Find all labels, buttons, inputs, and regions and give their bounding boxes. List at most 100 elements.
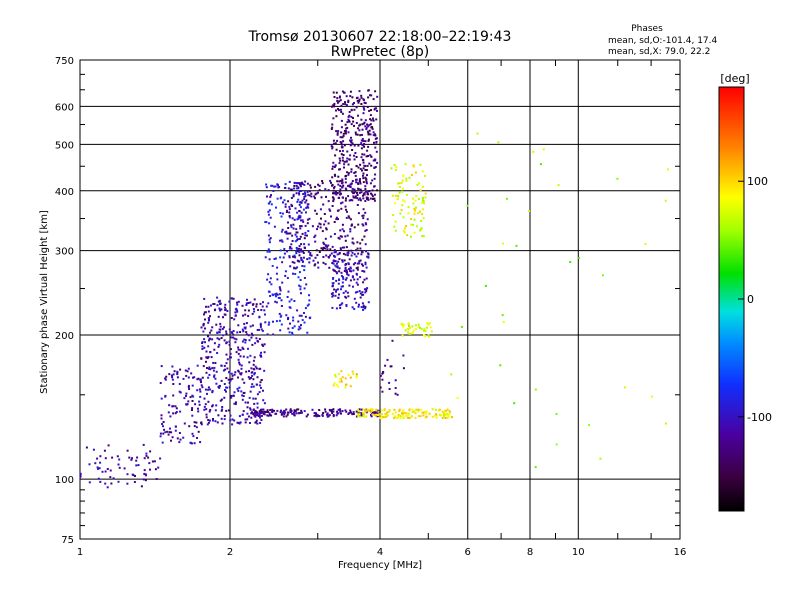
data-point bbox=[331, 196, 334, 199]
data-point bbox=[293, 266, 296, 269]
data-point bbox=[249, 354, 252, 357]
data-point bbox=[424, 335, 427, 337]
data-point bbox=[159, 432, 162, 435]
data-point bbox=[269, 237, 272, 240]
data-point bbox=[422, 235, 425, 238]
data-point bbox=[296, 266, 299, 269]
data-point bbox=[215, 382, 218, 385]
data-point bbox=[170, 439, 172, 442]
data-point bbox=[369, 123, 372, 126]
data-point bbox=[425, 412, 428, 415]
data-point bbox=[272, 190, 275, 192]
data-point bbox=[381, 415, 383, 418]
data-point bbox=[253, 310, 256, 313]
data-point bbox=[419, 189, 422, 192]
data-point bbox=[263, 309, 266, 312]
data-point bbox=[214, 377, 217, 380]
data-point bbox=[344, 295, 347, 298]
data-point bbox=[427, 323, 430, 326]
data-point bbox=[314, 197, 316, 200]
data-point bbox=[366, 130, 369, 133]
data-point bbox=[338, 100, 341, 103]
data-point bbox=[188, 388, 191, 390]
data-point bbox=[200, 423, 203, 426]
data-point bbox=[360, 96, 363, 99]
data-point bbox=[294, 410, 297, 413]
data-point bbox=[407, 322, 410, 325]
data-point bbox=[363, 307, 366, 310]
x-tick-label: 6 bbox=[465, 547, 471, 558]
data-point bbox=[413, 410, 416, 413]
data-point bbox=[178, 390, 181, 393]
data-point bbox=[362, 306, 365, 309]
data-point bbox=[362, 161, 365, 164]
data-point bbox=[403, 200, 406, 203]
data-point bbox=[336, 262, 338, 265]
data-point bbox=[199, 441, 202, 444]
data-point bbox=[222, 316, 224, 319]
data-point bbox=[249, 408, 252, 411]
data-point bbox=[343, 160, 346, 163]
data-point bbox=[317, 225, 319, 228]
data-point bbox=[322, 412, 325, 414]
data-point bbox=[340, 370, 343, 373]
data-point bbox=[247, 415, 250, 418]
data-point bbox=[359, 178, 361, 181]
data-point bbox=[280, 409, 282, 412]
data-point bbox=[348, 268, 351, 270]
data-point bbox=[355, 415, 358, 418]
data-point bbox=[344, 377, 347, 380]
data-point bbox=[267, 213, 270, 216]
data-point bbox=[236, 387, 239, 390]
data-point bbox=[196, 364, 199, 367]
data-point bbox=[234, 403, 237, 406]
data-point bbox=[308, 217, 311, 220]
data-point bbox=[374, 134, 377, 137]
data-point bbox=[230, 356, 232, 359]
data-point bbox=[220, 379, 223, 382]
data-point bbox=[448, 410, 451, 413]
data-point bbox=[275, 320, 278, 323]
data-point bbox=[276, 409, 279, 412]
data-point bbox=[341, 90, 344, 93]
data-point bbox=[203, 346, 206, 349]
data-point bbox=[237, 422, 240, 424]
data-point bbox=[348, 114, 351, 117]
data-point bbox=[332, 408, 335, 411]
data-point bbox=[402, 174, 405, 177]
data-point bbox=[375, 118, 378, 121]
data-point bbox=[321, 413, 324, 416]
data-point bbox=[300, 259, 303, 261]
data-point bbox=[373, 177, 376, 180]
data-point bbox=[231, 374, 234, 377]
data-point bbox=[205, 356, 208, 359]
data-point bbox=[167, 411, 170, 414]
data-point bbox=[309, 252, 312, 255]
data-point bbox=[360, 156, 363, 159]
data-point bbox=[324, 188, 327, 191]
data-point bbox=[229, 379, 232, 382]
data-point bbox=[299, 327, 302, 330]
data-point bbox=[396, 197, 399, 200]
data-point bbox=[399, 212, 402, 215]
data-point bbox=[251, 343, 254, 346]
data-point bbox=[296, 309, 299, 312]
data-point bbox=[394, 220, 397, 223]
data-point bbox=[169, 415, 172, 418]
data-point bbox=[555, 443, 558, 446]
data-point bbox=[555, 413, 558, 415]
data-point bbox=[329, 248, 332, 251]
data-point bbox=[300, 292, 302, 295]
y-tick-label: 500 bbox=[55, 140, 74, 151]
data-point bbox=[353, 188, 356, 191]
data-point bbox=[365, 266, 368, 269]
data-point bbox=[205, 305, 207, 308]
data-point bbox=[229, 348, 232, 351]
data-point bbox=[303, 312, 305, 314]
data-point bbox=[302, 252, 305, 254]
data-point bbox=[424, 330, 427, 332]
data-point bbox=[351, 199, 354, 202]
data-point bbox=[351, 96, 354, 99]
data-point bbox=[160, 414, 163, 417]
data-point bbox=[175, 411, 178, 413]
